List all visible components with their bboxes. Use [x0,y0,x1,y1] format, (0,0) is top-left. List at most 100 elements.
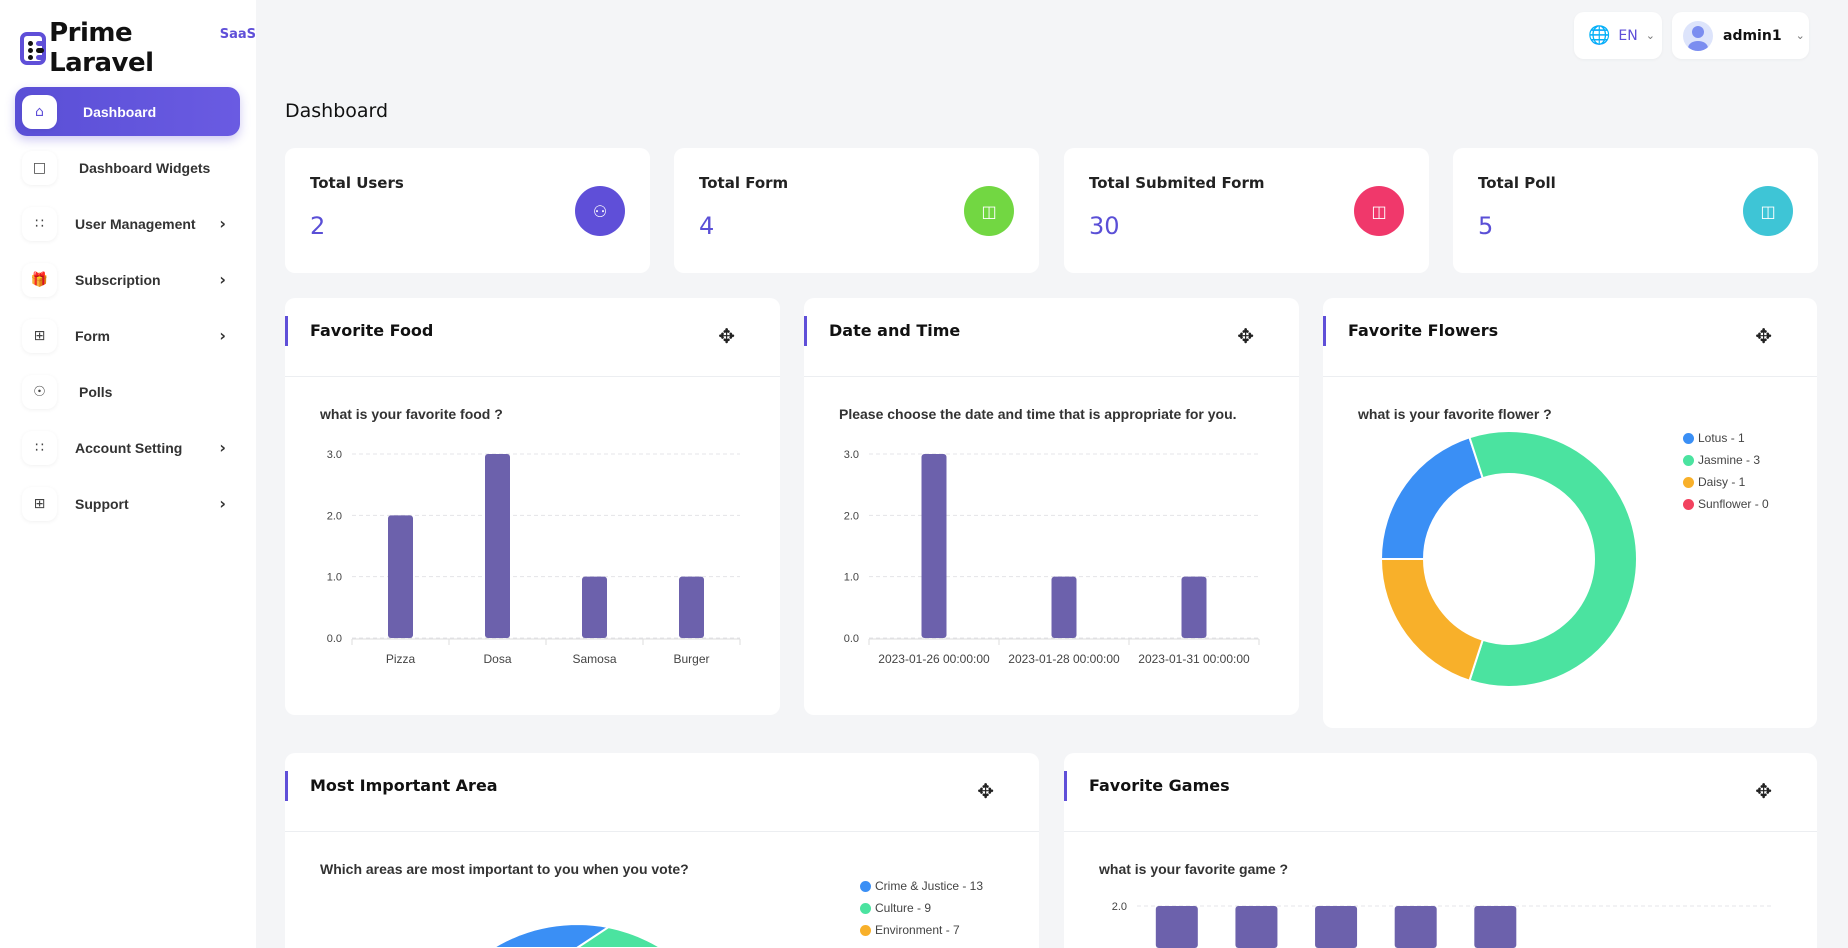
stat-card-total-users: Total Users 2 ⚇ [285,148,650,273]
date-time-widget: Date and Time ✥ Please choose the date a… [804,298,1299,715]
globe-icon: 🌐 [1588,25,1611,46]
favorite-games-widget: Favorite Games ✥ what is your favorite g… [1064,753,1817,948]
legend-label: Daisy - 1 [1698,475,1746,489]
pie-slice [417,922,612,948]
bar [921,454,947,638]
x-tick-label: Pizza [386,652,416,666]
sidebar-item-label: Dashboard Widgets [79,159,211,176]
bar [1155,906,1198,948]
user-menu[interactable]: admin1 ⌄ [1672,12,1809,59]
legend-swatch [1683,454,1694,466]
pie-slice [1379,436,1484,560]
sidebar-item-label: Polls [79,383,113,400]
brand-name: Prime Laravel [49,18,154,78]
legend-item[interactable]: Sunflower - 0 [1683,493,1769,515]
widget-question: Please choose the date and time that is … [839,406,1237,422]
sidebar-item-label: User Management [75,215,196,232]
sidebar-item-dashboard-widgets[interactable]: □ Dashboard Widgets [15,143,240,192]
date-time-chart: 0.0 1.0 2.0 3.0 2023-01-26 00:00:00 2023-01-2… [844,449,1260,666]
x-tick-label: 2023-01-28 00:00:00 [1008,652,1120,666]
sidebar-item-label: Dashboard [83,103,157,120]
widget-question: Which areas are most important to you wh… [320,861,689,877]
legend-swatch [860,880,871,892]
chevron-right-icon: › [219,438,226,457]
bar [1394,906,1437,948]
sidebar-item-label: Subscription [75,271,161,288]
sidebar-item-dashboard[interactable]: ⌂ Dashboard [15,87,240,136]
chevron-right-icon: › [219,214,226,233]
legend-label: Culture - 9 [875,901,932,915]
y-tick-label: 3.0 [327,449,342,461]
sidebar-item-support[interactable]: ⊞ Support › [15,479,240,528]
legend-item[interactable]: Jasmine - 3 [1683,449,1769,471]
sidebar-item-user-management[interactable]: ∷ User Management › [15,199,240,248]
form-icon: ◫ [1354,186,1404,236]
y-tick-label: 1.0 [327,572,342,584]
pie-slice [1379,558,1484,682]
form-icon: ◫ [964,186,1014,236]
bar [679,576,704,638]
bar [1315,906,1358,948]
language-label: EN [1618,27,1638,44]
chevron-right-icon: › [219,326,226,345]
favorite-flowers-chart [1379,430,1639,688]
favorite-games-chart: 2.0 [1112,901,1774,948]
legend-label: Environment - 7 [875,923,960,937]
widget-title: Favorite Food [310,321,434,340]
sidebar: Prime Laravel SaaS ⌂ Dashboard □ Dashboard … [0,0,256,948]
x-tick-label: Burger [673,652,709,666]
pie-slice [575,926,737,948]
page-title: Dashboard [285,100,389,122]
widget-title: Most Important Area [310,776,498,795]
favorite-food-widget: Favorite Food ✥ what is your favorite fo… [285,298,780,715]
move-icon[interactable]: ✥ [977,779,994,803]
sidebar-item-polls[interactable]: ☉ Polls [15,367,240,416]
gift-icon: 🎁 [22,262,57,297]
table-icon: ⊞ [22,486,57,521]
legend-swatch [860,902,871,914]
square-icon: □ [22,150,57,185]
y-tick-label: 2.0 [327,510,342,522]
stat-label: Total Poll [1478,174,1556,192]
y-tick-label: 2.0 [1112,901,1127,913]
stat-card-total-form: Total Form 4 ◫ [674,148,1039,273]
sidebar-item-subscription[interactable]: 🎁 Subscription › [15,255,240,304]
legend-label: Jasmine - 3 [1698,453,1761,467]
widget-title: Favorite Flowers [1348,321,1499,340]
sidebar-item-label: Account Setting [75,439,183,456]
legend-swatch [1683,476,1694,488]
widget-title: Favorite Games [1089,776,1230,795]
bar [388,515,413,638]
widget-question: what is your favorite game ? [1099,861,1289,877]
brand-logo[interactable]: Prime Laravel SaaS [20,18,256,78]
language-selector[interactable]: 🌐 EN ⌄ [1574,12,1662,59]
y-tick-label: 2.0 [844,510,859,522]
legend-item[interactable]: Crime & Justice - 13 [860,875,983,897]
stat-value: 4 [699,212,715,240]
stat-card-total-poll: Total Poll 5 ◫ [1453,148,1818,273]
move-icon[interactable]: ✥ [1755,324,1772,348]
y-tick-label: 0.0 [327,633,342,645]
widget-question: what is your favorite food ? [320,406,503,422]
legend-item[interactable]: Environment - 7 [860,919,983,941]
table-icon: ⊞ [22,318,57,353]
accessibility-icon: ☉ [22,374,57,409]
y-tick-label: 1.0 [844,572,859,584]
legend-item[interactable]: Culture - 9 [860,897,983,919]
stat-value: 30 [1089,212,1120,240]
move-icon[interactable]: ✥ [718,324,735,348]
logo-icon [20,31,47,65]
favorite-flowers-widget: Favorite Flowers ✥ what is your favorite… [1323,298,1817,728]
legend-item[interactable]: Lotus - 1 [1683,427,1769,449]
pie-slice [1468,430,1639,688]
sidebar-item-label: Form [75,327,110,344]
move-icon[interactable]: ✥ [1755,779,1772,803]
chevron-down-icon: ⌄ [1645,29,1655,42]
chevron-right-icon: › [219,494,226,513]
legend-label: Crime & Justice - 13 [875,879,984,893]
sidebar-item-form[interactable]: ⊞ Form › [15,311,240,360]
sidebar-item-account-setting[interactable]: ∷ Account Setting › [15,423,240,472]
x-tick-label: Samosa [572,652,616,666]
move-icon[interactable]: ✥ [1237,324,1254,348]
legend-item[interactable]: Daisy - 1 [1683,471,1769,493]
